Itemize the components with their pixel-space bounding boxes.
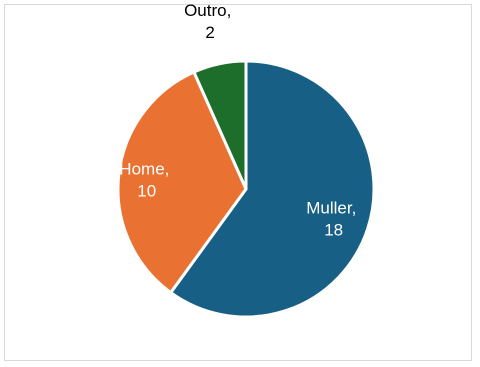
data-label-home-name: Home, [119,160,169,179]
data-label-muller: Muller, 18 [306,198,361,239]
data-label-muller-name: Muller, [306,198,356,217]
data-label-outro-name: Outro, [184,1,231,20]
pie-slice-home [116,70,248,295]
pie-slices [116,59,376,319]
pie-slice-muller [168,59,376,319]
data-label-outro-value: 2 [205,23,214,42]
data-label-home-value: 10 [137,182,156,201]
data-label-muller-value: 18 [324,220,343,239]
data-label-home: Home, 10 [119,160,174,201]
pie-data-labels: Muller, 18 Home, 10 Outro, 2 [119,1,361,240]
data-label-outro: Outro, 2 [184,1,236,42]
pie-slice-outro [191,59,248,190]
